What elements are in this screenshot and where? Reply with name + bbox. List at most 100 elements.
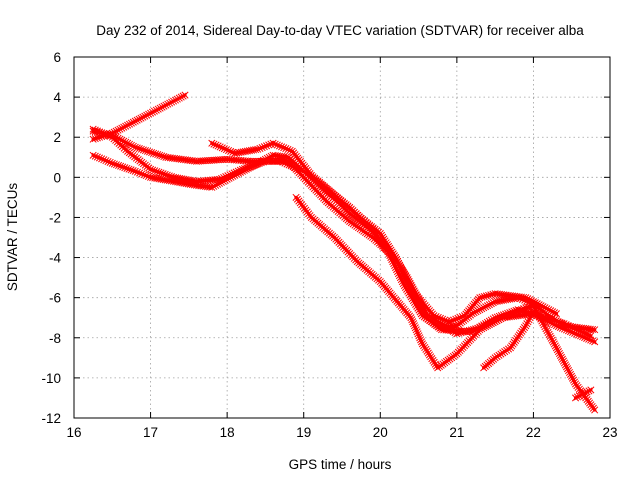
data-point-marker [100, 130, 108, 138]
data-point-marker [415, 332, 423, 340]
data-point-marker [147, 109, 155, 117]
data-point-marker [543, 305, 551, 313]
data-point-marker [133, 116, 141, 124]
x-axis-label: GPS time / hours [289, 457, 392, 472]
data-point-marker [168, 98, 176, 106]
data-point-marker [275, 142, 284, 150]
data-point-marker [436, 314, 445, 322]
data-point-marker [280, 144, 288, 152]
y-tick-label: -8 [49, 331, 61, 346]
data-point-marker [417, 304, 425, 312]
data-point-marker [405, 278, 413, 286]
data-point-marker [513, 307, 521, 315]
data-point-marker [541, 323, 549, 331]
data-point-marker [402, 273, 410, 281]
data-point-marker [503, 312, 511, 320]
data-point-marker [247, 162, 255, 170]
data-point-marker [131, 167, 139, 175]
data-point-marker [547, 307, 555, 315]
data-point-marker [179, 92, 187, 100]
data-point-marker [163, 171, 171, 179]
data-point-marker [478, 325, 486, 333]
data-point-marker [536, 313, 544, 321]
data-point-marker [525, 316, 533, 324]
data-point-marker [143, 147, 152, 155]
data-point-marker [565, 368, 574, 377]
data-point-marker [125, 165, 133, 173]
data-point-marker [218, 174, 226, 182]
data-point-marker [145, 148, 154, 156]
data-point-marker [552, 344, 560, 352]
data-point-marker [434, 313, 442, 321]
data-point-marker [98, 155, 106, 163]
data-point-marker [278, 143, 286, 151]
y-tick-label: -6 [49, 291, 61, 306]
data-point-marker [546, 332, 554, 340]
data-point-marker [215, 175, 224, 183]
data-point-marker [540, 321, 548, 329]
data-point-marker [125, 140, 134, 148]
data-point-marker [527, 312, 535, 320]
data-point-marker [238, 165, 247, 173]
data-point-marker [282, 157, 290, 165]
data-point-marker [158, 152, 166, 160]
data-point-marker [240, 165, 249, 173]
data-point-marker [478, 305, 486, 313]
data-point-marker [526, 296, 534, 304]
data-point-marker [563, 365, 572, 373]
data-point-marker [150, 149, 158, 157]
data-point-marker [254, 145, 262, 153]
data-point-marker [564, 322, 572, 330]
data-point-marker [487, 320, 495, 328]
data-point-marker [154, 105, 162, 113]
data-point-marker [127, 141, 135, 149]
data-point-marker [545, 306, 553, 314]
data-point-marker [167, 173, 176, 181]
data-point-marker [408, 316, 416, 324]
data-point-marker [129, 118, 137, 126]
data-point-marker [136, 169, 144, 177]
data-point-marker [131, 143, 139, 151]
data-point-marker [419, 308, 427, 316]
data-point-marker [522, 322, 530, 330]
data-point-marker [395, 259, 403, 267]
data-point-marker [160, 153, 168, 161]
data-point-marker [538, 317, 546, 325]
data-point-marker [409, 286, 417, 294]
data-point-marker [518, 305, 526, 314]
data-point-marker [530, 304, 539, 312]
data-point-marker [256, 144, 264, 152]
data-point-marker [232, 168, 240, 176]
data-point-marker [262, 142, 271, 150]
data-point-marker [511, 308, 519, 316]
data-point-marker [139, 113, 147, 121]
data-point-marker [91, 152, 99, 160]
series-track-7 [480, 308, 537, 372]
data-point-marker [114, 161, 123, 170]
data-point-marker [591, 406, 599, 414]
data-point-marker [497, 315, 505, 323]
data-point-marker [93, 153, 101, 161]
data-point-marker [591, 338, 599, 346]
data-point-marker [142, 172, 150, 180]
data-point-marker [583, 330, 591, 338]
data-point-marker [157, 169, 165, 177]
data-point-marker [560, 359, 569, 367]
data-point-marker [156, 151, 164, 159]
data-point-marker [556, 318, 564, 326]
data-point-marker [558, 355, 566, 363]
data-point-marker [412, 326, 420, 334]
data-point-marker [396, 261, 404, 269]
data-point-marker [535, 301, 543, 309]
data-point-marker [135, 115, 143, 123]
data-point-marker [91, 135, 99, 143]
data-point-marker [119, 163, 127, 171]
data-point-marker [208, 183, 216, 191]
data-point-marker [509, 309, 517, 317]
data-point-marker [416, 334, 424, 342]
data-point-marker [523, 320, 531, 328]
data-point-marker [482, 323, 490, 331]
data-point-marker [581, 389, 589, 397]
data-point-marker [122, 138, 130, 146]
data-point-marker [567, 372, 576, 380]
